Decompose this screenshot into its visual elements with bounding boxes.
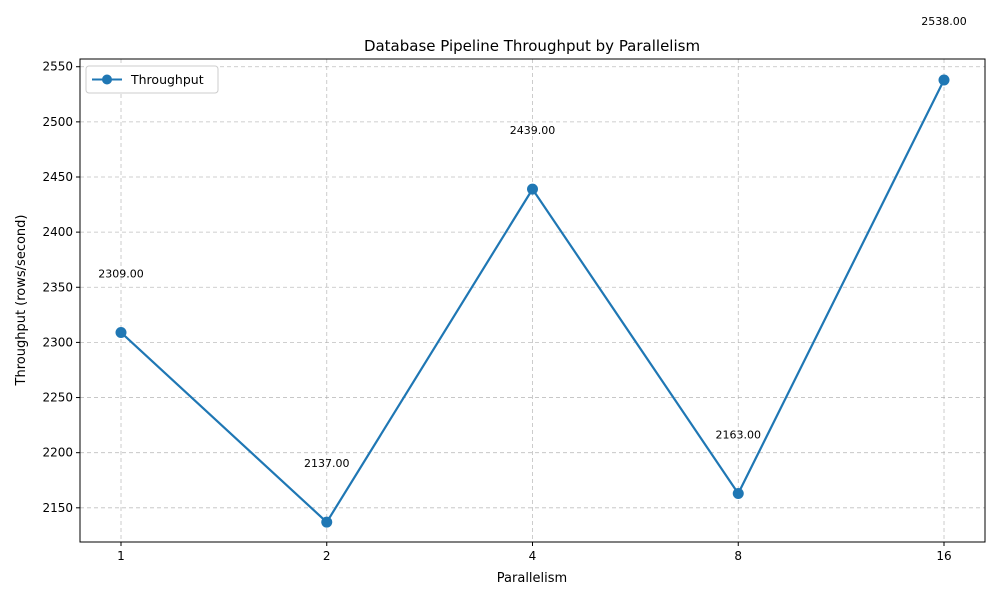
- x-axis-label: Parallelism: [497, 571, 567, 586]
- data-label: 2163.00: [716, 428, 762, 441]
- legend: Throughput: [85, 65, 219, 94]
- chart-title: Database Pipeline Throughput by Parallel…: [364, 37, 700, 55]
- data-labels: 2309.00 2137.00 2439.00 2163.00 2538.00: [98, 15, 967, 470]
- x-tick-label: 2: [323, 549, 331, 563]
- data-label: 2439.00: [510, 124, 556, 137]
- y-tick-label: 2500: [42, 115, 73, 129]
- data-point: [732, 487, 744, 499]
- data-point: [115, 326, 127, 338]
- y-tick-label: 2200: [42, 446, 73, 460]
- y-tick-label: 2400: [42, 225, 73, 239]
- y-tick-label: 2300: [42, 335, 73, 349]
- x-tick-label: 4: [529, 549, 537, 563]
- legend-marker: [102, 74, 112, 85]
- y-tick-label: 2350: [42, 280, 73, 294]
- y-tick-label: 2450: [42, 170, 73, 184]
- y-tick-label: 2150: [42, 501, 73, 515]
- grid-lines: [80, 59, 985, 542]
- y-tick-label: 2550: [42, 60, 73, 74]
- data-point: [321, 516, 333, 528]
- x-axis-ticks: 1 2 4 8 16: [117, 542, 952, 563]
- data-label: 2137.00: [304, 457, 350, 470]
- data-point: [527, 183, 538, 195]
- data-label: 2538.00: [921, 15, 967, 28]
- data-label: 2309.00: [98, 267, 144, 280]
- x-tick-label: 16: [936, 549, 951, 563]
- y-tick-label: 2250: [42, 391, 73, 405]
- y-axis-ticks: 2150 2200 2250 2300 2350 2400 2450 2500 2550: [42, 60, 80, 515]
- legend-box: [85, 65, 219, 94]
- x-tick-label: 8: [734, 549, 742, 563]
- y-axis-label: Throughput (rows/second): [14, 215, 29, 387]
- series-layer: [115, 74, 950, 528]
- x-tick-label: 1: [117, 549, 125, 563]
- legend-label: Throughput: [130, 72, 204, 87]
- data-point: [938, 74, 950, 86]
